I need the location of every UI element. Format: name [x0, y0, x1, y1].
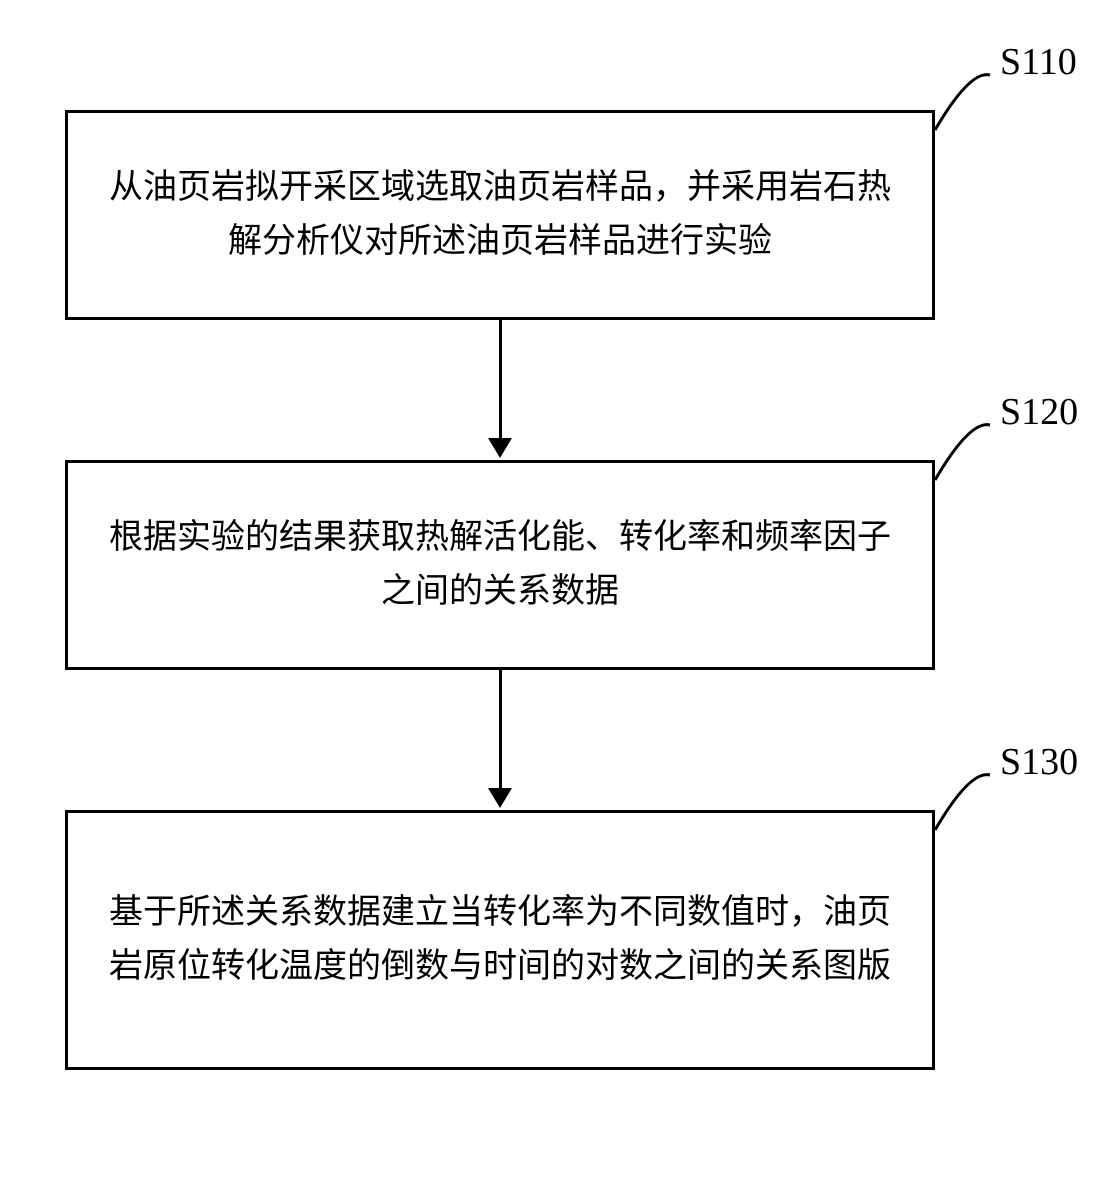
step-label-s130: S130	[1000, 740, 1078, 784]
step-text-s130: 基于所述关系数据建立当转化率为不同数值时，油页岩原位转化温度的倒数与时间的对数之…	[108, 886, 892, 995]
arc-path-s130	[935, 775, 990, 830]
flowchart-container: 从油页岩拟开采区域选取油页岩样品，并采用岩石热解分析仪对所述油页岩样品进行实验 …	[40, 40, 1078, 1140]
connector-arc-s130	[40, 40, 1040, 890]
label-text-s130: S130	[1000, 741, 1078, 783]
